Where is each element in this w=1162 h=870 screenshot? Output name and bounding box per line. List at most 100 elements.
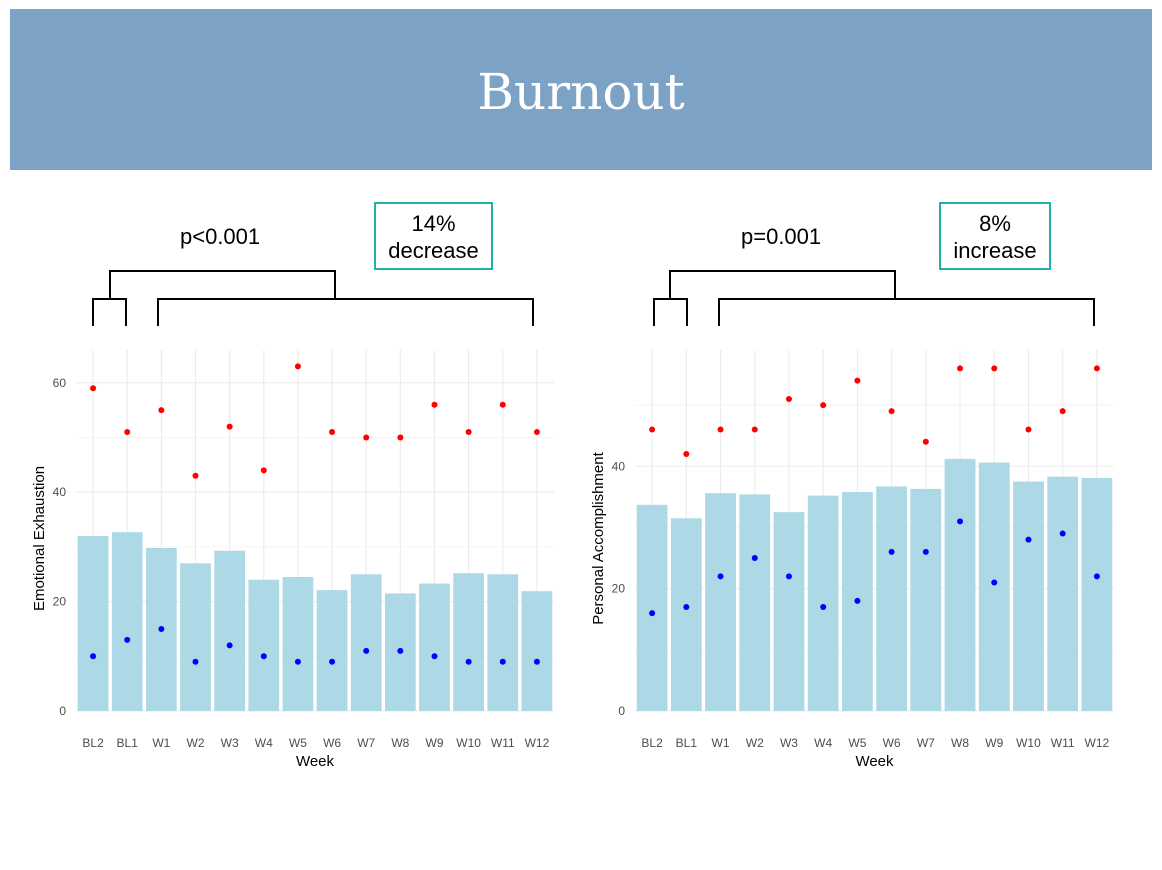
x-tick-label: W11 xyxy=(491,736,515,750)
min-point xyxy=(751,555,758,562)
right-comparison-bracket xyxy=(653,270,1095,326)
bar xyxy=(807,495,839,711)
x-tick-label: W4 xyxy=(255,736,273,750)
min-point xyxy=(192,658,199,665)
max-point xyxy=(785,395,792,402)
bar xyxy=(773,512,805,711)
min-point xyxy=(649,610,656,617)
bar xyxy=(876,486,908,711)
max-point xyxy=(124,429,131,436)
right-change-percent: 8% xyxy=(979,211,1011,236)
max-point xyxy=(329,429,336,436)
max-point xyxy=(854,377,861,384)
min-point xyxy=(854,597,861,604)
max-point xyxy=(499,401,506,408)
bar xyxy=(636,504,668,711)
x-tick-label: W11 xyxy=(1051,736,1075,750)
max-point xyxy=(431,401,438,408)
x-tick-label: W5 xyxy=(848,736,866,750)
max-point xyxy=(294,363,301,370)
bar xyxy=(111,532,143,711)
min-point xyxy=(363,647,370,654)
x-tick-label: W7 xyxy=(917,736,935,750)
bar xyxy=(77,535,109,711)
bar xyxy=(705,493,736,711)
bar xyxy=(180,563,211,711)
bar xyxy=(944,458,976,711)
x-tick-label: BL2 xyxy=(641,736,663,750)
min-point xyxy=(820,603,827,610)
x-tick-label: W3 xyxy=(780,736,798,750)
y-tick-label: 40 xyxy=(53,485,67,499)
min-point xyxy=(329,658,336,665)
bar xyxy=(670,518,702,711)
max-point xyxy=(820,402,827,409)
max-point xyxy=(751,426,758,433)
max-point xyxy=(90,385,97,392)
x-tick-label: W8 xyxy=(951,736,969,750)
max-point xyxy=(683,451,690,458)
min-point xyxy=(533,658,540,665)
x-tick-label: W10 xyxy=(456,736,481,750)
y-tick-label: 0 xyxy=(59,704,66,718)
left-change-box: 14% decrease xyxy=(374,202,493,270)
max-point xyxy=(888,408,895,415)
y-axis-label: Personal Accomplishment xyxy=(590,451,607,624)
left-change-percent: 14% xyxy=(411,211,456,236)
bar xyxy=(1081,477,1113,711)
bar xyxy=(282,576,314,711)
left-comparison-bracket xyxy=(92,270,534,326)
max-point xyxy=(922,438,929,445)
bar xyxy=(739,494,771,711)
bar xyxy=(248,579,280,711)
x-tick-label: W10 xyxy=(1016,736,1041,750)
bar xyxy=(487,574,519,711)
x-tick-label: W8 xyxy=(391,736,409,750)
x-tick-label: W5 xyxy=(289,736,307,750)
min-point xyxy=(717,573,724,580)
right-change-box: 8% increase xyxy=(939,202,1051,270)
max-point xyxy=(397,434,404,441)
y-tick-label: 20 xyxy=(53,595,67,609)
x-tick-label: W9 xyxy=(985,736,1003,750)
bar xyxy=(350,574,382,711)
right-pvalue: p=0.001 xyxy=(741,224,822,249)
min-point xyxy=(397,647,404,654)
x-tick-label: W12 xyxy=(525,736,550,750)
bar xyxy=(419,583,450,711)
x-tick-label: W7 xyxy=(357,736,375,750)
max-point xyxy=(533,429,540,436)
y-tick-label: 20 xyxy=(612,582,626,596)
min-point xyxy=(90,653,97,660)
max-point xyxy=(717,426,724,433)
x-tick-label: W9 xyxy=(426,736,444,750)
min-point xyxy=(785,573,792,580)
max-point xyxy=(158,407,165,414)
x-tick-label: BL1 xyxy=(676,736,698,750)
min-point xyxy=(888,548,895,555)
x-tick-label: W4 xyxy=(814,736,832,750)
left-change-direction: decrease xyxy=(388,238,479,263)
min-point xyxy=(922,548,929,555)
y-tick-label: 60 xyxy=(53,376,67,390)
min-point xyxy=(465,658,472,665)
personal-accomplishment-chart: 0 20 40 BL2 BL1 W1 W2 W3 W4 W5 W6 W7 W8 W9 W10 W11 W12 We… xyxy=(590,350,1114,770)
title-banner: Burnout xyxy=(10,9,1152,170)
min-point xyxy=(683,603,690,610)
left-pvalue: p<0.001 xyxy=(180,224,261,249)
x-tick-label: W6 xyxy=(883,736,901,750)
bar xyxy=(316,590,348,711)
min-point xyxy=(957,518,964,525)
min-point xyxy=(431,653,438,660)
max-point xyxy=(649,426,656,433)
bar xyxy=(453,573,485,711)
x-tick-label: BL1 xyxy=(117,736,139,750)
min-point xyxy=(294,658,301,665)
min-point xyxy=(499,658,506,665)
min-point xyxy=(1025,536,1032,543)
x-tick-label: W3 xyxy=(221,736,239,750)
bar xyxy=(1047,476,1079,711)
max-point xyxy=(1059,408,1066,415)
emotional-exhaustion-chart: 0 20 40 60 BL2 BL1 W1 W2 W3 W4 W5 W6 W7 W8 W9 W10 W11 W12… xyxy=(31,350,554,770)
